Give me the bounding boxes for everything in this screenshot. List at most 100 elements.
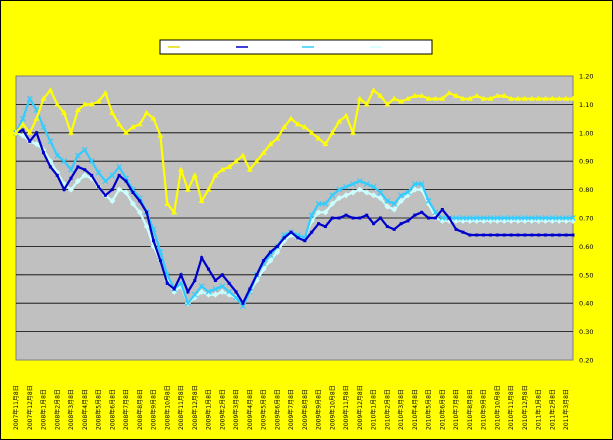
x-tick-label: 2008年3月8日 xyxy=(67,389,75,430)
data-point xyxy=(508,95,515,101)
data-point xyxy=(466,215,473,221)
data-point xyxy=(570,215,576,221)
data-point xyxy=(253,158,260,164)
data-point xyxy=(432,209,439,216)
x-tick-label: 2008年10月8日 xyxy=(163,385,171,430)
data-point xyxy=(406,219,410,223)
data-point xyxy=(418,92,425,98)
data-point xyxy=(267,257,274,264)
data-point xyxy=(425,95,432,101)
data-point xyxy=(303,239,307,243)
data-point xyxy=(220,273,224,277)
x-tick-label: 2010年1月8日 xyxy=(370,389,378,430)
y-tick-label: 0.90 xyxy=(579,158,593,166)
data-point xyxy=(521,215,528,221)
x-tick-label: 2009年3月8日 xyxy=(232,389,240,430)
data-point xyxy=(336,118,343,124)
data-point xyxy=(129,124,136,130)
x-tick-label: 2009年1月8日 xyxy=(205,389,213,430)
data-point xyxy=(310,230,314,234)
data-point xyxy=(384,101,391,107)
data-point xyxy=(563,95,570,101)
data-point xyxy=(370,183,377,190)
x-tick-label: 2009年9月8日 xyxy=(315,389,323,430)
data-point xyxy=(178,166,185,172)
data-point xyxy=(537,233,541,237)
data-point xyxy=(530,233,534,237)
data-point xyxy=(219,166,226,172)
x-tick-label: 2009年12月8日 xyxy=(356,385,364,430)
data-point xyxy=(103,193,107,197)
data-point xyxy=(131,190,135,194)
data-point xyxy=(68,129,75,135)
legend-box xyxy=(159,39,433,55)
data-point xyxy=(440,207,444,211)
data-point xyxy=(420,210,424,214)
data-point xyxy=(413,213,417,217)
x-tick-label: 2011年2月8日 xyxy=(548,389,556,430)
series-3 xyxy=(13,95,576,309)
data-point xyxy=(289,230,293,234)
data-point xyxy=(48,165,52,169)
data-point xyxy=(143,109,150,115)
data-point xyxy=(255,273,259,277)
data-point xyxy=(116,121,123,127)
data-point xyxy=(281,124,288,130)
data-point xyxy=(349,129,356,135)
data-point xyxy=(349,189,356,196)
x-tick-label: 2010年4月8日 xyxy=(411,389,419,430)
data-point xyxy=(308,212,315,219)
data-point xyxy=(54,152,61,159)
data-point xyxy=(453,215,460,221)
data-point xyxy=(74,152,81,159)
data-point xyxy=(356,186,363,193)
data-point xyxy=(439,95,446,101)
data-point xyxy=(301,124,308,130)
data-point xyxy=(274,249,281,256)
data-point xyxy=(19,121,26,127)
data-point xyxy=(275,244,279,248)
series-2 xyxy=(14,128,575,306)
data-point xyxy=(391,206,398,213)
x-tick-label: 2009年8月8日 xyxy=(301,389,309,430)
data-point xyxy=(571,233,575,237)
data-point xyxy=(193,278,197,282)
data-point xyxy=(487,95,494,101)
data-point xyxy=(61,109,68,115)
data-point xyxy=(212,291,219,298)
data-point xyxy=(172,287,176,291)
data-point xyxy=(213,278,217,282)
data-point xyxy=(543,233,547,237)
x-tick-label: 2007年11月8日 xyxy=(12,385,20,430)
series-line xyxy=(15,96,573,309)
data-point xyxy=(399,222,403,226)
x-tick-label: 2010年6月8日 xyxy=(438,389,446,430)
data-point xyxy=(475,233,479,237)
x-tick-label: 2009年6月8日 xyxy=(273,389,281,430)
data-point xyxy=(411,180,418,187)
data-point xyxy=(26,95,33,102)
data-point xyxy=(74,107,81,113)
data-point xyxy=(466,95,473,101)
data-point xyxy=(556,95,563,101)
x-tick-label: 2010年2月8日 xyxy=(383,389,391,430)
data-point xyxy=(363,101,370,107)
data-point xyxy=(116,186,123,193)
x-tick-label: 2008年1月8日 xyxy=(40,389,48,430)
data-point xyxy=(226,163,233,169)
x-axis-ticks: 2007年11月8日 2007年12月8日 2008年1月8日 2008年2月8日 20… xyxy=(12,385,570,430)
data-point xyxy=(384,203,391,210)
data-point xyxy=(191,291,198,298)
data-point xyxy=(123,129,130,135)
data-point xyxy=(482,233,486,237)
x-tick-label: 2010年3月8日 xyxy=(397,389,405,430)
data-point xyxy=(136,121,143,127)
data-point xyxy=(81,146,88,153)
x-tick-label: 2011年1月8日 xyxy=(535,389,543,430)
series-line xyxy=(15,88,573,215)
data-point xyxy=(564,233,568,237)
data-point xyxy=(556,215,563,221)
data-point xyxy=(377,195,384,202)
data-point xyxy=(398,192,405,199)
